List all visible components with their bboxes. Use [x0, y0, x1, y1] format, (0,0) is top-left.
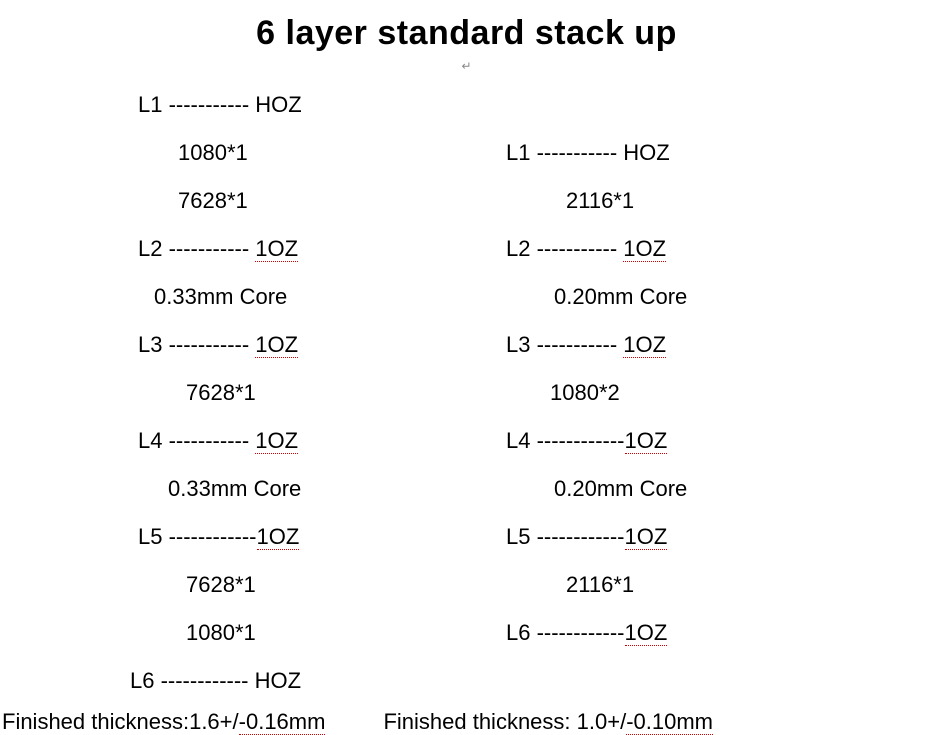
left-thickness-tail: -0.16mm	[239, 709, 326, 735]
right-line: L2 ----------- 1OZ	[460, 225, 920, 273]
columns-wrapper: L1 ----------- HOZ 1080*1 7628*1 L2 -------…	[0, 81, 933, 705]
right-line: 0.20mm Core	[460, 465, 920, 513]
left-line: L3 ----------- 1OZ	[0, 321, 430, 369]
right-line-text: L4 ------------	[506, 428, 625, 453]
right-line-text: 2116*1	[566, 188, 634, 213]
right-stack-column: L1 ----------- HOZ 2116*1 L2 ----------- 1…	[460, 81, 920, 657]
page-title: 6 layer standard stack up	[0, 0, 933, 53]
left-line-text: L4 -----------	[138, 428, 255, 453]
left-line: L5 ------------1OZ	[0, 513, 430, 561]
right-line-text: 1080*2	[550, 380, 620, 405]
left-line-text: L1 ----------- HOZ	[138, 92, 302, 117]
left-line-underlined: 1OZ	[255, 428, 298, 454]
left-line: 7628*1	[0, 177, 430, 225]
right-line-underlined: 1OZ	[625, 620, 668, 646]
page-container: 6 layer standard stack up ↵ L1 ---------…	[0, 0, 933, 732]
left-line-text: 1080*1	[178, 140, 248, 165]
left-line-text: L6 ------------ HOZ	[130, 668, 301, 693]
right-line-text: 2116*1	[566, 572, 634, 597]
right-line: 2116*1	[460, 177, 920, 225]
left-line-text: L5 ------------	[138, 524, 257, 549]
right-thickness-head: Finished thickness: 1.0+/	[383, 709, 626, 734]
left-finished-thickness: Finished thickness:1.6+/-0.16mm	[0, 709, 325, 735]
right-line-text: L3 -----------	[506, 332, 623, 357]
left-line: L6 ------------ HOZ	[0, 657, 430, 705]
right-line: L4 ------------1OZ	[460, 417, 920, 465]
left-line-text: L3 -----------	[138, 332, 255, 357]
left-line: 0.33mm Core	[0, 465, 430, 513]
right-line-text: L2 -----------	[506, 236, 623, 261]
left-line-text: 7628*1	[186, 380, 256, 405]
left-line: 1080*1	[0, 129, 430, 177]
left-line-text: 7628*1	[186, 572, 256, 597]
left-line-text: 0.33mm Core	[168, 476, 301, 501]
left-line-underlined: 1OZ	[257, 524, 300, 550]
right-line-underlined: 1OZ	[623, 236, 666, 262]
right-finished-thickness: Finished thickness: 1.0+/-0.10mm	[325, 709, 713, 735]
right-line: L5 ------------1OZ	[460, 513, 920, 561]
left-thickness-head: Finished thickness:1.6+/	[2, 709, 239, 734]
left-line-text: 0.33mm Core	[154, 284, 287, 309]
right-thickness-tail: -0.10mm	[626, 709, 713, 735]
left-line-underlined: 1OZ	[255, 332, 298, 358]
left-line: 7628*1	[0, 561, 430, 609]
caret-mark: ↵	[0, 59, 933, 73]
left-line-underlined: 1OZ	[255, 236, 298, 262]
left-line: 7628*1	[0, 369, 430, 417]
left-line: L4 ----------- 1OZ	[0, 417, 430, 465]
left-line-text: 1080*1	[186, 620, 256, 645]
left-stack-column: L1 ----------- HOZ 1080*1 7628*1 L2 -------…	[0, 81, 430, 705]
right-line-text: L5 ------------	[506, 524, 625, 549]
left-line: 1080*1	[0, 609, 430, 657]
right-line: 0.20mm Core	[460, 273, 920, 321]
left-line: 0.33mm Core	[0, 273, 430, 321]
footer-row: Finished thickness:1.6+/-0.16mm Finished…	[0, 709, 933, 735]
right-line: L6 ------------1OZ	[460, 609, 920, 657]
right-line-text: L6 ------------	[506, 620, 625, 645]
left-line: L1 ----------- HOZ	[0, 81, 430, 129]
right-line-underlined: 1OZ	[625, 428, 668, 454]
right-line: L1 ----------- HOZ	[460, 129, 920, 177]
right-line: 2116*1	[460, 561, 920, 609]
left-line-text: L2 -----------	[138, 236, 255, 261]
left-line-text: 7628*1	[178, 188, 248, 213]
left-line: L2 ----------- 1OZ	[0, 225, 430, 273]
right-line-text: 0.20mm Core	[554, 284, 687, 309]
right-line-text: 0.20mm Core	[554, 476, 687, 501]
right-line-underlined: 1OZ	[625, 524, 668, 550]
right-line-underlined: 1OZ	[623, 332, 666, 358]
right-line: L3 ----------- 1OZ	[460, 321, 920, 369]
right-line-text: L1 ----------- HOZ	[506, 140, 670, 165]
right-line: 1080*2	[460, 369, 920, 417]
